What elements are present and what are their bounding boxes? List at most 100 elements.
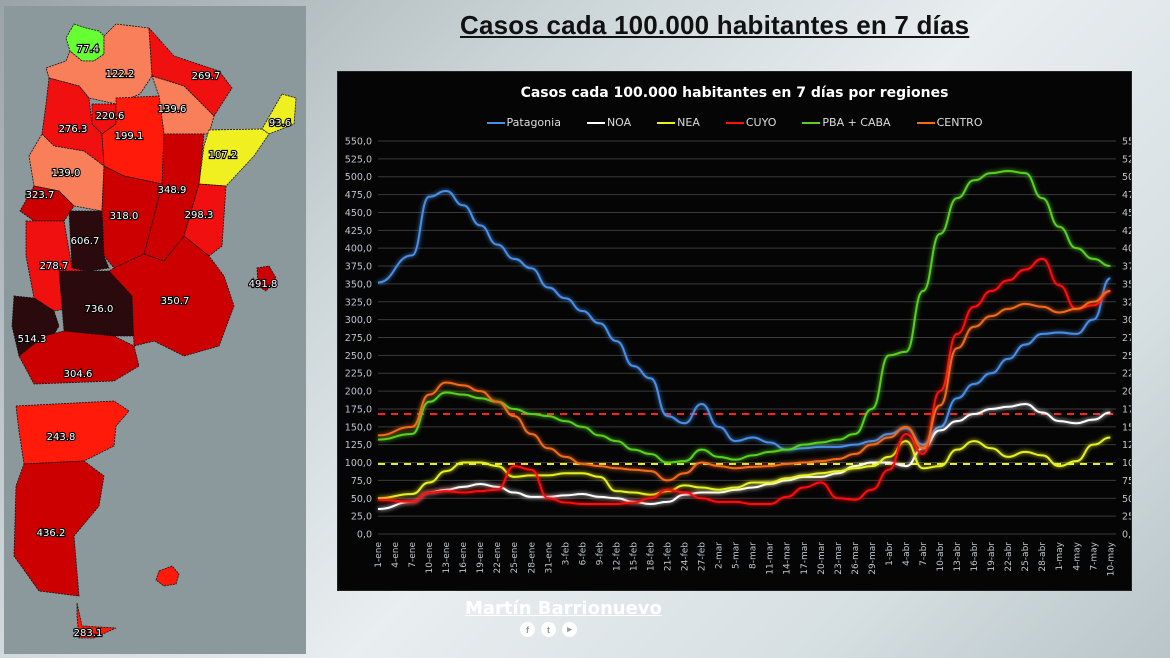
svg-text:0,0: 0,0	[1122, 530, 1131, 541]
legend-label: Patagonia	[506, 116, 561, 129]
svg-text:375,0: 375,0	[1122, 262, 1131, 273]
svg-text:18-feb: 18-feb	[646, 542, 656, 571]
province-corrientes	[198, 128, 270, 187]
svg-text:1-abr: 1-abr	[885, 542, 895, 566]
legend-swatch	[725, 121, 744, 124]
legend-swatch	[486, 121, 505, 124]
svg-text:350,0: 350,0	[1122, 279, 1131, 290]
chart-plot: 0,0 0,0 25,0 25,0 50,0 50,0 75,0 75,0 100,0 100,0…	[345, 137, 1131, 577]
svg-text:14-mar: 14-mar	[783, 542, 793, 575]
legend-item-centro: CENTRO	[916, 116, 983, 129]
svg-text:425,0: 425,0	[1122, 226, 1131, 237]
province-value-label: 220.6	[96, 111, 125, 122]
province-value-label: 318.0	[110, 211, 139, 222]
svg-text:9-feb: 9-feb	[595, 542, 605, 566]
svg-text:24-feb: 24-feb	[681, 542, 691, 571]
svg-text:300,0: 300,0	[345, 315, 372, 326]
svg-text:0,0: 0,0	[357, 530, 372, 541]
svg-text:500,0: 500,0	[1122, 172, 1131, 183]
svg-text:475,0: 475,0	[345, 190, 372, 201]
page-title: Casos cada 100.000 habitantes en 7 días	[460, 10, 970, 40]
province-value-label: 243.8	[47, 432, 76, 443]
svg-text:13-abr: 13-abr	[953, 542, 963, 572]
svg-text:7-may: 7-may	[1089, 541, 1099, 570]
chart-title: Casos cada 100.000 habitantes en 7 días …	[520, 85, 949, 101]
malvinas-islands	[155, 565, 180, 587]
svg-text:6-feb: 6-feb	[578, 542, 588, 566]
svg-text:125,0: 125,0	[345, 440, 372, 451]
svg-text:225,0: 225,0	[345, 369, 372, 380]
svg-text:100,0: 100,0	[1122, 458, 1131, 469]
youtube-icon[interactable]: ▸	[562, 622, 577, 637]
svg-text:8-mar: 8-mar	[749, 542, 759, 569]
legend-label: CENTRO	[936, 116, 983, 129]
province-tierra-del-fuego	[76, 602, 117, 639]
series-pba-caba	[377, 170, 1111, 464]
legend-item-cuyo: CUYO	[725, 116, 777, 129]
province-santiago-del-estero	[101, 95, 165, 185]
svg-text:25-abr: 25-abr	[1021, 542, 1031, 572]
province-san-luis	[68, 210, 110, 272]
province-value-label: 304.6	[64, 369, 93, 380]
province-value-label: 199.1	[115, 131, 144, 142]
svg-text:27-feb: 27-feb	[698, 542, 708, 571]
province-value-label: 139.0	[52, 168, 81, 179]
author-credit: Martín Barrionuevo	[465, 598, 662, 619]
svg-text:300,0: 300,0	[1122, 315, 1131, 326]
province-la-rioja	[28, 133, 105, 212]
svg-text:17-mar: 17-mar	[800, 542, 810, 575]
svg-text:250,0: 250,0	[1122, 351, 1131, 362]
svg-text:25,0: 25,0	[351, 512, 372, 523]
svg-text:325,0: 325,0	[1122, 297, 1131, 308]
svg-text:4-ene: 4-ene	[391, 542, 401, 568]
svg-text:4-may: 4-may	[1072, 541, 1082, 570]
svg-text:16-ene: 16-ene	[459, 542, 469, 574]
province-value-label: 107.2	[209, 150, 238, 161]
svg-text:1-may: 1-may	[1055, 541, 1065, 570]
legend-label: NEA	[677, 116, 700, 129]
province-value-label: 298.3	[185, 210, 214, 221]
svg-text:125,0: 125,0	[1122, 440, 1131, 451]
svg-text:13-ene: 13-ene	[442, 542, 452, 574]
svg-text:525,0: 525,0	[1122, 154, 1131, 165]
svg-text:550,0: 550,0	[1122, 137, 1131, 148]
svg-text:550,0: 550,0	[345, 137, 372, 148]
province-value-label: 93.6	[269, 118, 291, 129]
argentina-choropleth-map: 77.4 122.2 269.7 139.6 93.6 107.2 220.6 276.3 19…	[4, 6, 306, 654]
svg-text:50,0: 50,0	[1122, 494, 1131, 505]
svg-text:500,0: 500,0	[345, 172, 372, 183]
province-value-label: 606.7	[71, 236, 100, 247]
social-links: f t ▸	[520, 622, 577, 637]
svg-text:28-abr: 28-abr	[1038, 542, 1048, 572]
svg-text:5-mar: 5-mar	[732, 542, 742, 569]
province-r-o-negro	[18, 330, 140, 385]
svg-text:20-mar: 20-mar	[817, 542, 827, 575]
svg-text:275,0: 275,0	[345, 333, 372, 344]
province-santa-cruz	[13, 460, 105, 597]
svg-text:425,0: 425,0	[345, 226, 372, 237]
province-value-label: 736.0	[85, 304, 114, 315]
svg-text:275,0: 275,0	[1122, 333, 1131, 344]
svg-text:450,0: 450,0	[345, 208, 372, 219]
legend-swatch	[802, 121, 821, 124]
svg-text:100,0: 100,0	[345, 458, 372, 469]
twitter-icon[interactable]: t	[541, 622, 556, 637]
svg-text:150,0: 150,0	[1122, 422, 1131, 433]
svg-text:2-mar: 2-mar	[715, 542, 725, 569]
province-formosa	[148, 26, 233, 117]
svg-text:10-abr: 10-abr	[936, 542, 946, 572]
legend-label: CUYO	[745, 116, 777, 129]
svg-text:19-abr: 19-abr	[987, 542, 997, 572]
svg-text:7-abr: 7-abr	[919, 542, 929, 566]
svg-text:75,0: 75,0	[1122, 476, 1131, 487]
legend-swatch	[657, 121, 676, 124]
province-value-label: 323.7	[26, 190, 55, 201]
province-value-label: 278.7	[40, 261, 69, 272]
svg-text:4-abr: 4-abr	[902, 542, 912, 566]
svg-text:10-may: 10-may	[1106, 541, 1116, 576]
series-cuyo	[377, 257, 1111, 505]
province-caba	[256, 265, 277, 292]
svg-text:7-ene: 7-ene	[408, 542, 418, 568]
facebook-icon[interactable]: f	[520, 622, 535, 637]
province-value-label: 122.2	[106, 69, 135, 80]
